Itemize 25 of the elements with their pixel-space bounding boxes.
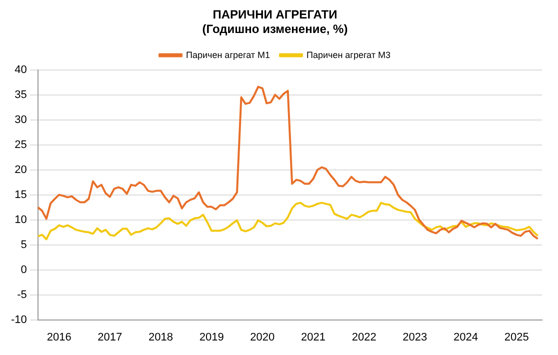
y-tick-label: 0	[20, 264, 27, 276]
legend-label: Паричен агрегат М3	[306, 50, 390, 60]
y-tick-label: -10	[10, 314, 27, 326]
legend-label: Паричен агрегат М1	[186, 50, 270, 60]
x-tick-label: 2018	[148, 331, 173, 344]
x-tick-label: 2024	[454, 331, 478, 344]
chart-subtitle: (Годишно изменение, %)	[202, 22, 348, 36]
x-tick-label: 2017	[98, 331, 122, 344]
chart-title: ПАРИЧНИ АГРЕГАТИ	[212, 8, 338, 22]
y-tick-label: -5	[17, 288, 27, 301]
y-tick-label: 40	[14, 64, 27, 76]
x-tick-label: 2025	[504, 331, 529, 344]
x-tick-label: 2019	[199, 331, 224, 344]
x-tick-label: 2022	[352, 331, 376, 344]
x-tick-label: 2020	[250, 331, 275, 344]
y-tick-label: 15	[14, 188, 27, 201]
y-tick-label: 30	[14, 114, 27, 126]
y-tick-label: 35	[14, 88, 27, 101]
y-tick-label: 10	[14, 214, 27, 226]
y-tick-label: 5	[20, 238, 27, 251]
y-tick-label: 25	[14, 138, 27, 151]
y-tick-label: 20	[14, 164, 27, 176]
x-tick-label: 2021	[301, 331, 326, 344]
x-tick-label: 2023	[402, 331, 428, 344]
x-tick-label: 2016	[46, 331, 72, 344]
